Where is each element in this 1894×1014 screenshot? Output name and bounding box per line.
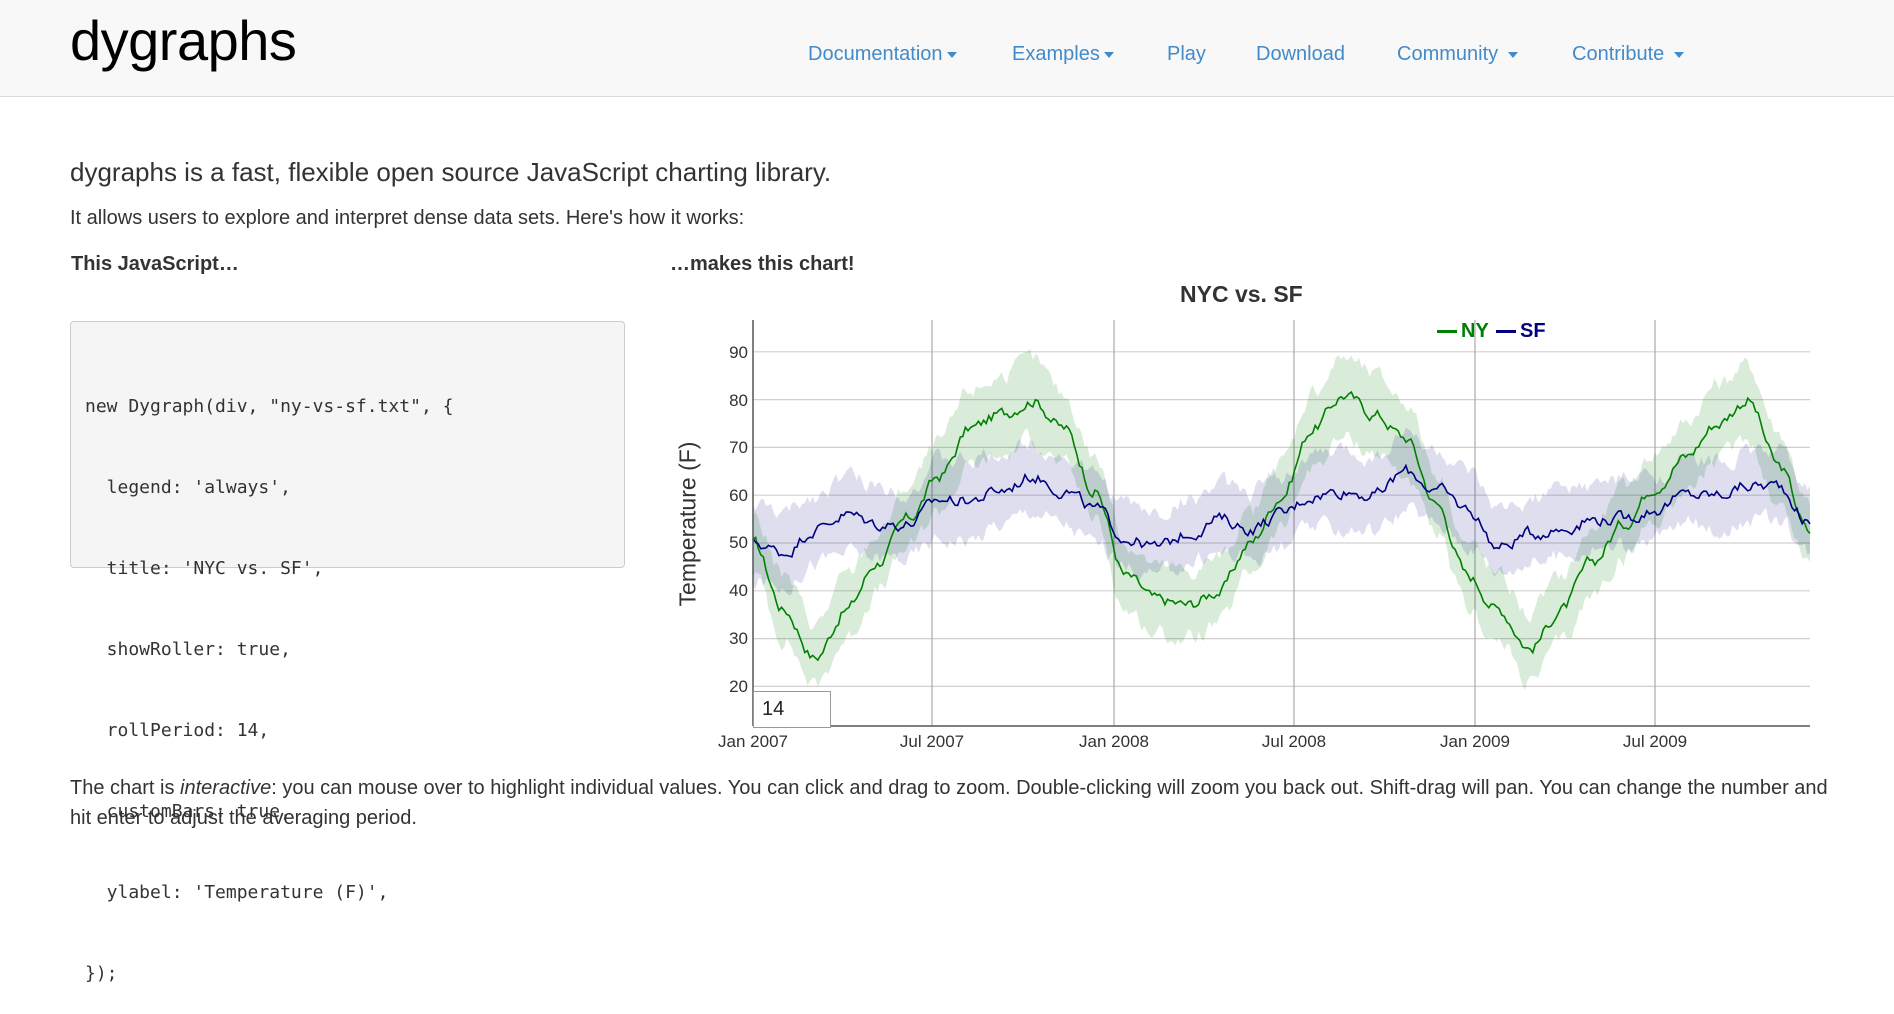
code-line: rollPeriod: 14, [85,720,270,741]
code-line: showRoller: true, [85,639,291,660]
code-line: }); [85,963,118,984]
roll-period-input[interactable] [753,691,831,728]
y-tick-label: 40 [729,581,748,600]
code-line: title: 'NYC vs. SF', [85,558,324,579]
intro-text: It allows users to explore and interpret… [70,207,745,229]
brand-logo[interactable]: dygraphs [70,9,297,72]
legend-label-ny: NY [1461,320,1489,342]
code-line: new Dygraph(div, "ny-vs-sf.txt", { [85,396,454,417]
nav-play-label: Play [1167,43,1206,65]
footer-text-emphasis: interactive [180,777,272,799]
caret-down-icon [1673,51,1684,58]
chart-error-bands [753,349,1810,691]
y-tick-label: 90 [729,343,748,362]
nav-contribute[interactable]: Contribute [1572,42,1684,66]
caret-down-icon [1507,51,1518,58]
x-tick-label: Jul 2008 [1261,732,1327,751]
x-tick-label: Jan 2007 [718,732,788,751]
legend-label-sf: SF [1519,320,1546,342]
legend-swatch-ny [1437,330,1457,334]
footer-text-pre: The chart is [70,777,181,799]
chart-legend: NY SF [1435,320,1546,343]
y-tick-label: 60 [729,486,748,505]
nav-community-label: Community [1397,43,1499,65]
code-line: legend: 'always', [85,477,291,498]
chart-axes [752,320,1810,727]
y-tick-label: 80 [729,391,748,410]
chart-heading: …makes this chart! [670,253,855,275]
nav-download[interactable]: Download [1256,42,1345,66]
lead-text: dygraphs is a fast, flexible open source… [70,157,832,187]
navbar: dygraphs Documentation Examples Play Dow… [0,0,1894,97]
nav-examples-label: Examples [1012,43,1100,65]
caret-down-icon [1103,51,1114,58]
footer-text-post: : you can mouse over to highlight indivi… [70,777,1828,829]
nav-documentation[interactable]: Documentation [808,42,957,66]
nav-documentation-label: Documentation [808,43,943,65]
nav-community[interactable]: Community [1397,42,1518,66]
chart-plot-area[interactable] [0,0,1894,848]
nav-contribute-label: Contribute [1572,43,1665,65]
chart-lines [752,390,1811,662]
footer-text: The chart is interactive: you can mouse … [70,773,1830,833]
code-line: ylabel: 'Temperature (F)', [85,882,389,903]
chart-title: NYC vs. SF [1180,281,1303,307]
y-tick-label: 70 [729,438,748,457]
legend-swatch-sf [1495,330,1516,334]
x-tick-label: Jan 2008 [1079,732,1149,751]
caret-down-icon [946,51,957,58]
chart-grid [753,320,1810,726]
code-line: customBars: true, [85,801,291,822]
x-tick-label: Jul 2009 [1622,732,1688,751]
y-tick-label: 30 [729,629,748,648]
nav-download-label: Download [1256,43,1345,65]
nav-examples[interactable]: Examples [1012,42,1114,66]
nav-play[interactable]: Play [1167,42,1206,66]
code-block: new Dygraph(div, "ny-vs-sf.txt", { legen… [70,321,625,984]
y-tick-label: 20 [729,677,748,696]
x-tick-label: Jan 2009 [1440,732,1510,751]
y-tick-label: 50 [729,533,748,552]
code-heading: This JavaScript… [71,253,239,275]
x-tick-label: Jul 2007 [899,732,965,751]
